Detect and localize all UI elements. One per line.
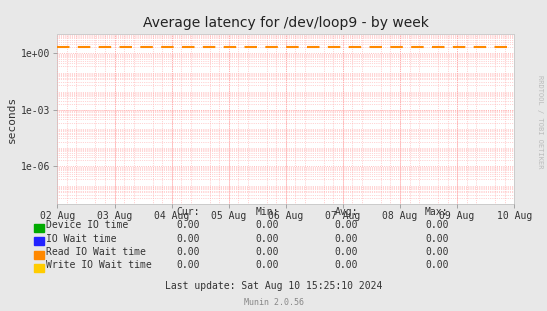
Text: 0.00: 0.00 <box>176 220 200 230</box>
Text: Read IO Wait time: Read IO Wait time <box>46 247 147 257</box>
Y-axis label: seconds: seconds <box>7 95 17 142</box>
Text: RRDTOOL / TOBI OETIKER: RRDTOOL / TOBI OETIKER <box>537 75 543 168</box>
Text: 0.00: 0.00 <box>425 220 449 230</box>
Text: IO Wait time: IO Wait time <box>46 234 117 244</box>
Text: Cur:: Cur: <box>176 207 200 217</box>
Text: 0.00: 0.00 <box>176 260 200 270</box>
Text: 0.00: 0.00 <box>425 234 449 244</box>
Text: Avg:: Avg: <box>335 207 358 217</box>
Text: 0.00: 0.00 <box>176 247 200 257</box>
Text: 0.00: 0.00 <box>425 260 449 270</box>
Text: 0.00: 0.00 <box>255 220 279 230</box>
Text: 0.00: 0.00 <box>176 234 200 244</box>
Title: Average latency for /dev/loop9 - by week: Average latency for /dev/loop9 - by week <box>143 16 429 30</box>
Text: Device IO time: Device IO time <box>46 220 129 230</box>
Text: 0.00: 0.00 <box>335 247 358 257</box>
Text: 0.00: 0.00 <box>425 247 449 257</box>
Text: Max:: Max: <box>425 207 449 217</box>
Text: 0.00: 0.00 <box>255 260 279 270</box>
Text: Min:: Min: <box>255 207 279 217</box>
Text: Write IO Wait time: Write IO Wait time <box>46 260 152 270</box>
Text: 0.00: 0.00 <box>255 234 279 244</box>
Text: 0.00: 0.00 <box>335 220 358 230</box>
Text: 0.00: 0.00 <box>335 234 358 244</box>
Text: 0.00: 0.00 <box>255 247 279 257</box>
Text: Last update: Sat Aug 10 15:25:10 2024: Last update: Sat Aug 10 15:25:10 2024 <box>165 281 382 290</box>
Text: 0.00: 0.00 <box>335 260 358 270</box>
Text: Munin 2.0.56: Munin 2.0.56 <box>243 298 304 307</box>
